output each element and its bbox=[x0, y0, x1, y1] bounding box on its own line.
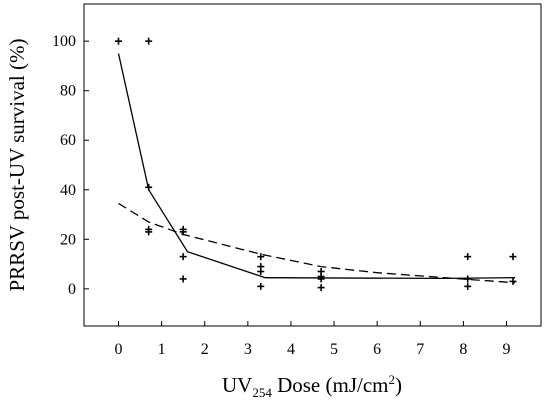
data-point bbox=[509, 277, 517, 285]
dashed-fit-line bbox=[118, 202, 516, 284]
data-points bbox=[114, 37, 517, 292]
data-point bbox=[257, 253, 265, 261]
data-point bbox=[464, 282, 472, 290]
plot-frame bbox=[83, 3, 542, 327]
data-point bbox=[257, 268, 265, 276]
x-tick-label: 8 bbox=[459, 341, 467, 358]
y-tick-label: 20 bbox=[60, 231, 76, 248]
x-tick-label: 6 bbox=[373, 341, 381, 358]
data-point bbox=[509, 253, 517, 261]
x-tick-label: 4 bbox=[287, 341, 295, 358]
x-axis-title-end: ) bbox=[395, 373, 402, 397]
data-point bbox=[317, 275, 325, 283]
data-point bbox=[145, 37, 153, 45]
y-tick-label: 100 bbox=[52, 33, 76, 50]
fit-lines bbox=[117, 53, 516, 284]
x-tick-label: 0 bbox=[114, 341, 122, 358]
x-axis-title-subscript: 254 bbox=[252, 385, 272, 400]
data-point bbox=[179, 275, 187, 283]
y-axis-ticks: 0 20 40 60 80 100 bbox=[52, 33, 89, 298]
y-tick-label: 0 bbox=[68, 281, 76, 298]
x-tick-label: 9 bbox=[503, 341, 511, 358]
data-point bbox=[257, 282, 265, 290]
x-axis-title-superscript: 2 bbox=[389, 372, 396, 387]
data-point bbox=[145, 183, 153, 191]
data-point bbox=[114, 37, 122, 45]
data-point bbox=[464, 253, 472, 261]
solid-fit-line bbox=[117, 53, 516, 280]
x-tick-label: 2 bbox=[201, 341, 209, 358]
data-point bbox=[317, 284, 325, 292]
x-axis-title-middle: Dose (mJ/cm bbox=[272, 373, 389, 397]
x-axis-title-base: UV bbox=[222, 373, 252, 397]
data-point bbox=[179, 228, 187, 236]
y-tick-label: 80 bbox=[60, 83, 76, 100]
x-axis-title: UV254 Dose (mJ/cm2) bbox=[222, 372, 402, 400]
data-point bbox=[464, 275, 472, 283]
y-tick-label: 40 bbox=[60, 182, 76, 199]
x-axis-ticks: 0 1 2 3 4 5 6 7 8 9 bbox=[114, 321, 511, 358]
x-tick-label: 1 bbox=[158, 341, 166, 358]
data-point bbox=[179, 253, 187, 261]
x-tick-label: 3 bbox=[244, 341, 252, 358]
y-tick-label: 60 bbox=[60, 132, 76, 149]
y-axis-title: PRRSV post-UV survival (%) bbox=[5, 38, 29, 291]
data-point bbox=[145, 228, 153, 236]
x-tick-label: 5 bbox=[330, 341, 338, 358]
x-tick-label: 7 bbox=[416, 341, 424, 358]
